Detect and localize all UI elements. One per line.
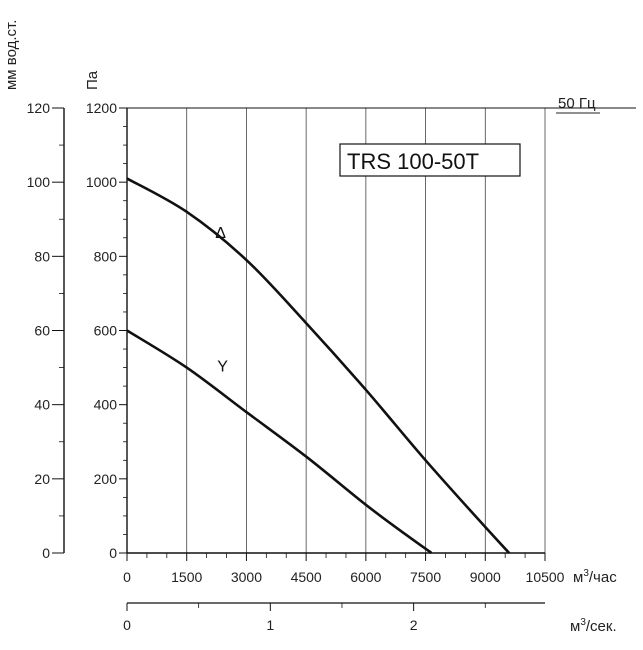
y-mm-tick-label: 40 xyxy=(34,397,50,413)
y-pa-tick-label: 1000 xyxy=(86,174,117,190)
axes xyxy=(52,107,636,611)
y-mm-tick-label: 120 xyxy=(27,100,51,116)
y-mm-tick-label: 60 xyxy=(34,323,50,339)
x2-tick-label: 1 xyxy=(266,617,274,633)
curve-label-y: Y xyxy=(217,358,228,375)
curve-y xyxy=(126,329,433,555)
y-mm-tick-label: 0 xyxy=(42,545,50,561)
y-mm-tick-label: 100 xyxy=(27,174,51,190)
model-label-box xyxy=(339,143,521,177)
x2-tick-label: 2 xyxy=(410,617,418,633)
y-unit-right-label: Па xyxy=(84,70,101,90)
model-label: TRS 100-50T xyxy=(347,149,479,174)
y-pa-tick-label: 200 xyxy=(94,471,118,487)
x2-tick-label: 0 xyxy=(123,617,131,633)
x-tick-label: 7500 xyxy=(410,569,441,585)
y-pa-tick-label: 800 xyxy=(94,248,118,264)
x-tick-label: 10500 xyxy=(526,569,565,585)
y-pa-tick-label: 1200 xyxy=(86,100,117,116)
x-unit-main-label: м3/час xyxy=(573,568,617,586)
curve-delta xyxy=(126,177,511,554)
frequency-label: 50 Гц xyxy=(558,95,596,112)
y-pa-tick-label: 0 xyxy=(109,545,117,561)
x-tick-label: 3000 xyxy=(231,569,262,585)
curves xyxy=(126,177,511,555)
y-mm-tick-label: 20 xyxy=(34,471,50,487)
x-unit-secondary-label: м3/сек. xyxy=(570,617,617,635)
labels: мм вод.ст. Па 50 Гц TRS 100-50T м3/час м… xyxy=(3,20,617,635)
x-tick-label: 4500 xyxy=(291,569,322,585)
grid-lines xyxy=(186,108,546,553)
y-mm-tick-label: 80 xyxy=(34,248,50,264)
y-pa-tick-label: 400 xyxy=(94,397,118,413)
x-tick-label: 1500 xyxy=(171,569,202,585)
y-unit-left-label: мм вод.ст. xyxy=(3,20,20,90)
x-tick-label: 9000 xyxy=(470,569,501,585)
x-tick-label: 6000 xyxy=(350,569,381,585)
y-pa-tick-label: 600 xyxy=(94,323,118,339)
x-tick-label: 0 xyxy=(123,569,131,585)
curve-label-delta: Δ xyxy=(215,225,226,242)
